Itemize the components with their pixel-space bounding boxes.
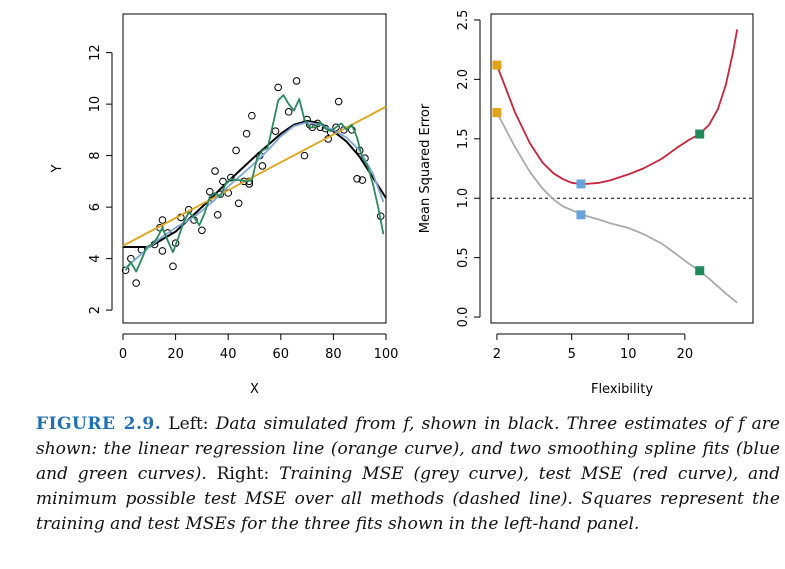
- chart0-data-point: [248, 111, 256, 120]
- chart1-marker-square: [576, 179, 586, 189]
- chart1-x-tick-label: 20: [677, 347, 694, 362]
- chart0-y-tick-label: 6: [88, 203, 103, 211]
- chart1-y-tick-label: 0.0: [456, 307, 471, 328]
- chart1-series-line-1: [496, 29, 739, 185]
- chart1-y-tick-label: 2.0: [456, 69, 471, 90]
- chart1-y-tick-label: 1.5: [456, 128, 471, 149]
- chart0-data-point: [234, 199, 243, 208]
- chart0-data-point: [358, 176, 367, 184]
- caption-part-2: Right:: [206, 464, 280, 484]
- chart1-marker-square: [695, 266, 705, 276]
- chart0-x-tick-label: 100: [374, 347, 399, 362]
- chart0-x-tick-label: 40: [220, 347, 237, 362]
- chart0-x-tick-label: 0: [119, 347, 127, 362]
- caption-part-1: Data simulated from f, shown in black. T…: [36, 414, 780, 484]
- chart0-data-point: [211, 167, 219, 175]
- chart0-data-point: [232, 146, 240, 155]
- chart0-data-point: [219, 177, 227, 186]
- chart0-y-tick-label: 10: [88, 96, 103, 113]
- chart1-marker-square: [492, 108, 502, 118]
- chart1-y-axis-label: Mean Squared Error: [418, 103, 433, 233]
- chart0-x-tick-label: 80: [325, 347, 342, 362]
- chart1-x-axis-label: Flexibility: [591, 382, 653, 397]
- chart0-data-point: [353, 175, 361, 183]
- chart1-y-tick-label: 1.0: [456, 188, 471, 209]
- chart0-plot-frame: [122, 13, 387, 324]
- caption-part-3: Training MSE (grey curve), test MSE (red…: [36, 464, 780, 534]
- chart0-y-tick-label: 2: [88, 306, 103, 314]
- caption-part-0: Left:: [161, 414, 216, 434]
- figure-caption: FIGURE 2.9. Left: Data simulated from f,…: [36, 412, 780, 537]
- chart0-x-tick-label: 60: [273, 347, 290, 362]
- chart1-plot-frame: [490, 13, 754, 324]
- caption-label: FIGURE 2.9.: [36, 414, 162, 434]
- chart0-data-point: [158, 216, 167, 224]
- figure-charts: 0 20 40 60 80 100 2 4 6 8 10 12 X Y 2 5 10 20 0.0 0.5 1.0 1.5…: [50, 10, 754, 397]
- chart1-x-tick-label: 5: [568, 347, 576, 362]
- chart0-data-point: [271, 127, 280, 135]
- chart1-x-tick-label: 2: [493, 347, 501, 362]
- chart0-data-point: [284, 108, 293, 116]
- chart0-x-tick-label: 20: [167, 347, 184, 362]
- chart0-series-line-2: [125, 121, 385, 269]
- chart0-data-point: [334, 97, 343, 106]
- chart1-y-tick-label: 2.5: [456, 10, 471, 31]
- chart0-series-line-3: [124, 94, 385, 273]
- chart0-y-tick-label: 12: [88, 44, 103, 61]
- chart1-marker-square: [576, 210, 586, 220]
- chart1-y-tick-label: 0.5: [456, 247, 471, 268]
- chart0-series-line-1: [122, 105, 387, 247]
- chart0-data-point: [158, 247, 167, 255]
- chart0-data-point: [300, 151, 309, 160]
- chart0-data-point: [242, 129, 251, 138]
- chart0-y-axis-label: Y: [50, 164, 65, 173]
- chart1-x-tick-label: 10: [620, 347, 637, 362]
- chart0-y-tick-label: 4: [88, 254, 103, 262]
- chart0-data-point: [213, 211, 222, 219]
- chart0-y-tick-label: 8: [88, 151, 103, 159]
- chart0-data-point: [169, 262, 177, 271]
- chart0-data-point: [274, 83, 282, 92]
- chart0-data-point: [258, 162, 267, 170]
- chart0-data-point: [198, 226, 206, 235]
- chart1-marker-square: [695, 129, 705, 139]
- chart0-data-point: [227, 173, 235, 182]
- chart0-data-point: [292, 77, 301, 85]
- chart0-x-axis-label: X: [250, 382, 259, 397]
- chart0-data-point: [132, 279, 140, 287]
- chart1-marker-square: [492, 60, 502, 70]
- chart0-data-point: [205, 187, 214, 196]
